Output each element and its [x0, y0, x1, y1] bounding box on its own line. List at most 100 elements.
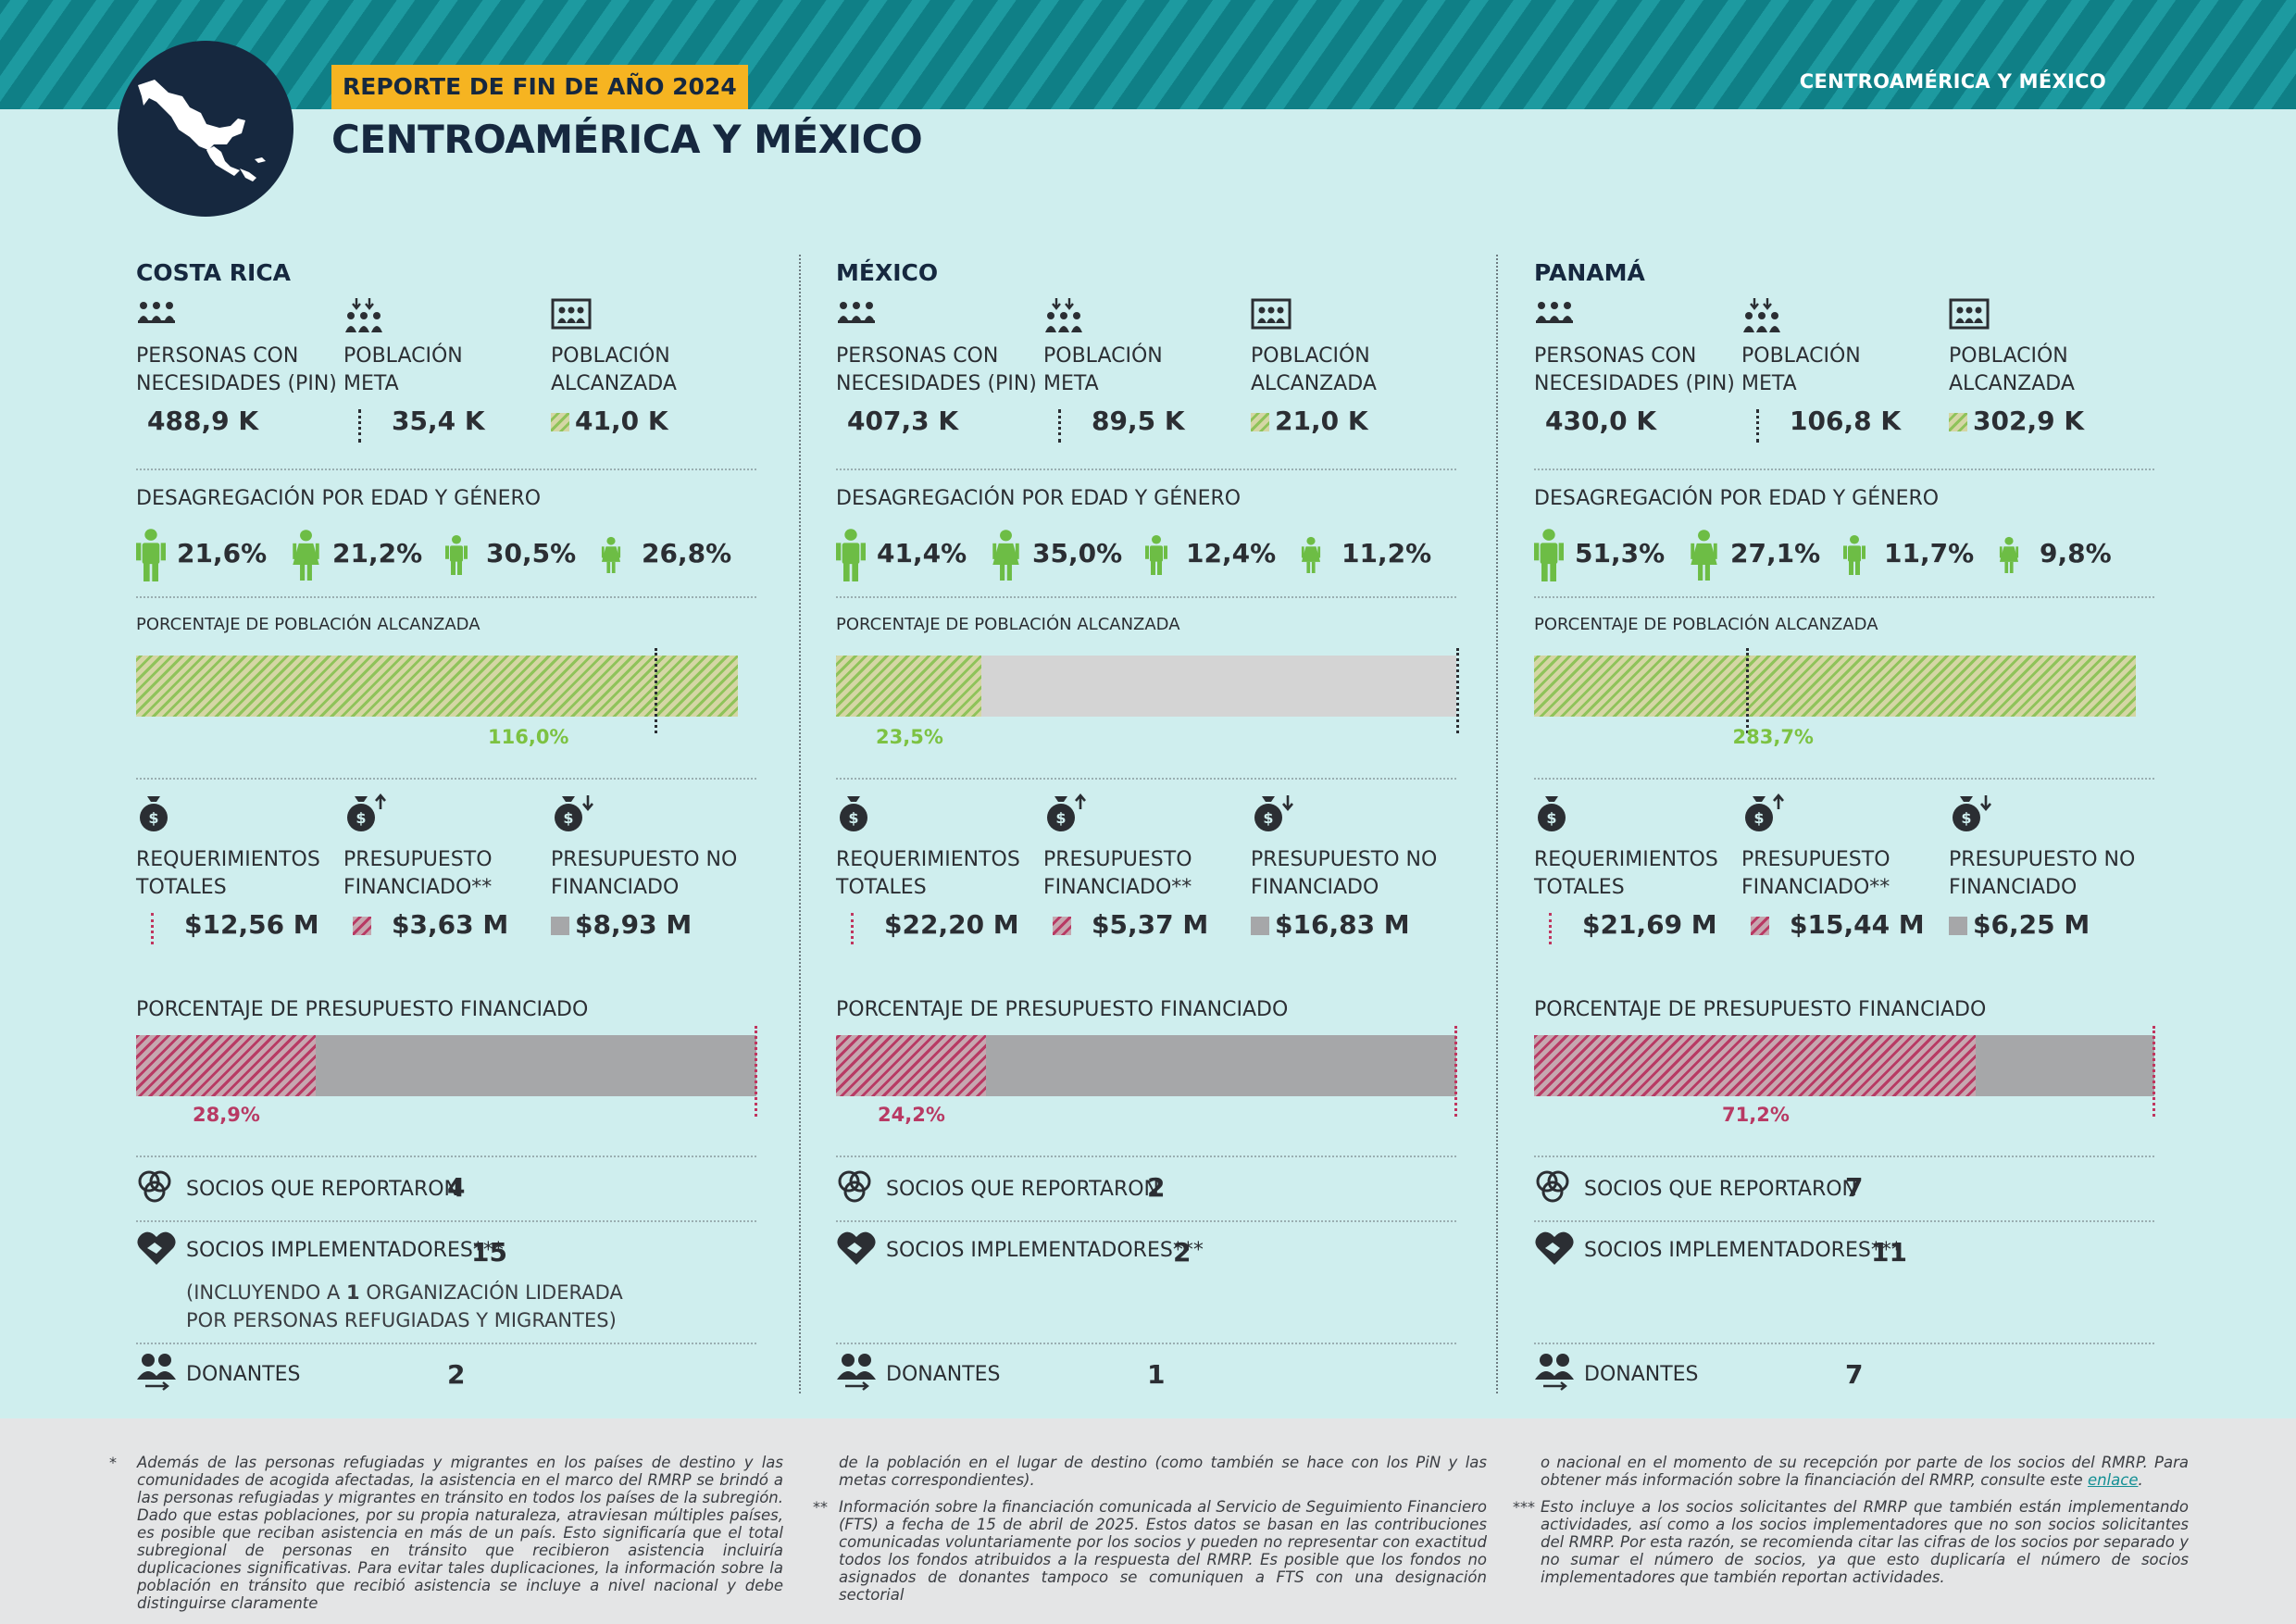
- stat-value: 89,5 K: [1092, 406, 1185, 436]
- demographic-pct: 35,0%: [1032, 538, 1123, 568]
- stat-label: POBLACIÓN ALCANZADA: [1251, 344, 1377, 395]
- reporting-partners-label: SOCIOS QUE REPORTARON: [886, 1178, 1160, 1201]
- stat-label: PERSONAS CON NECESIDADES (PIN): [836, 344, 1037, 395]
- money-bag-icon: $: [136, 793, 181, 837]
- divider: [136, 596, 756, 598]
- stat-block: $ PRESUPUESTO NO FINANCIADO $6,25 M: [1949, 793, 2152, 950]
- svg-text:$: $: [356, 809, 366, 827]
- demographic-pct: 11,2%: [1341, 538, 1432, 568]
- divider: [136, 1156, 756, 1157]
- demographic-pct: 27,1%: [1730, 538, 1821, 568]
- stat-block: PERSONAS CON NECESIDADES (PIN) 407,3 K: [836, 298, 1040, 456]
- people-icon: [836, 298, 877, 330]
- stat-value-wrap: 35,4 K: [343, 406, 547, 443]
- target-line: [1746, 648, 1749, 733]
- stat-label: POBLACIÓN ALCANZADA: [1949, 344, 2075, 395]
- stat-block: POBLACIÓN META 35,4 K: [343, 298, 547, 456]
- budget-pct-label: 71,2%: [1722, 1104, 1790, 1126]
- donors-value: 2: [447, 1359, 466, 1390]
- stat-value: $5,37 M: [1092, 909, 1209, 940]
- demographic-pct: 12,4%: [1186, 538, 1277, 568]
- requirement-marker: [151, 913, 154, 944]
- reached-population-icon: [1251, 298, 1292, 333]
- unfunded-budget-icon: $: [1949, 793, 1993, 837]
- stat-block: $ PRESUPUESTO FINANCIADO** $3,63 M: [343, 793, 547, 950]
- donors-value: 7: [1845, 1359, 1864, 1390]
- male-icon: [136, 528, 166, 585]
- female-icon: [1999, 536, 2019, 577]
- target-population-icon: [1043, 298, 1084, 339]
- unfunded-marker: [1949, 917, 1967, 935]
- column-divider: [799, 255, 801, 1393]
- header-region-label: CENTROAMÉRICA Y MÉXICO: [1799, 70, 2106, 93]
- unfunded-budget-icon: $: [1251, 793, 1295, 837]
- stat-label: PRESUPUESTO FINANCIADO**: [1741, 848, 1890, 899]
- stat-value: 488,9 K: [147, 406, 259, 436]
- population-bar-fill: [136, 656, 738, 717]
- page-title: CENTROAMÉRICA Y MÉXICO: [331, 117, 923, 162]
- budget-bar-fill: [1534, 1035, 1976, 1096]
- donors-value: 1: [1147, 1359, 1166, 1390]
- section-title: DESAGREGACIÓN POR EDAD Y GÉNERO: [136, 487, 542, 510]
- divider: [1534, 778, 2154, 780]
- money-bag-icon: $: [1534, 793, 1578, 837]
- stat-label: POBLACIÓN ALCANZADA: [551, 344, 677, 395]
- section-title: PORCENTAJE DE PRESUPUESTO FINANCIADO: [136, 998, 589, 1021]
- stat-label: PRESUPUESTO NO FINANCIADO: [1949, 848, 2136, 899]
- demographic-pct: 30,5%: [486, 538, 577, 568]
- stat-label: PRESUPUESTO NO FINANCIADO: [1251, 848, 1438, 899]
- divider: [1534, 468, 2154, 470]
- stat-label: PRESUPUESTO FINANCIADO**: [343, 848, 493, 899]
- divider: [836, 1220, 1456, 1222]
- divider: [1534, 1343, 2154, 1344]
- funded-marker: [1751, 917, 1769, 935]
- target-population-icon: [1741, 298, 1782, 339]
- requirement-line: [2152, 1026, 2155, 1117]
- stat-value-wrap: 106,8 K: [1741, 406, 1945, 443]
- reporting-partners-icon: [136, 1168, 173, 1209]
- implementing-partners-value: 11: [1871, 1237, 1907, 1268]
- female-icon: [992, 529, 1020, 584]
- footnote-2-cont: o nacional en el momento de su recepción…: [1541, 1454, 2189, 1489]
- reached-population-icon: [1949, 298, 1990, 333]
- stat-block: PERSONAS CON NECESIDADES (PIN) 488,9 K: [136, 298, 340, 456]
- requirement-marker: [851, 913, 854, 944]
- handshake-icon: [836, 1230, 877, 1270]
- funded-budget-icon: $: [1043, 793, 1088, 837]
- stat-label: PRESUPUESTO FINANCIADO**: [1043, 848, 1192, 899]
- population-bar: [1534, 656, 2136, 717]
- stat-value: $15,44 M: [1790, 909, 1925, 940]
- stat-label: PRESUPUESTO NO FINANCIADO: [551, 848, 738, 899]
- target-line: [1456, 648, 1459, 733]
- demographic-pct: 51,3%: [1575, 538, 1666, 568]
- funded-marker: [1053, 917, 1071, 935]
- people-icon: [1534, 298, 1575, 330]
- stat-label: PERSONAS CON NECESIDADES (PIN): [136, 344, 337, 395]
- stat-value-wrap: 407,3 K: [836, 406, 1040, 443]
- country-column: COSTA RICA PERSONAS CON NECESIDADES (PIN) 4…: [136, 250, 757, 1393]
- section-title: PORCENTAJE DE POBLACIÓN ALCANZADA: [836, 615, 1180, 634]
- budget-bar: [136, 1035, 756, 1096]
- male-icon: [1145, 534, 1167, 579]
- stat-value-wrap: $21,69 M: [1534, 909, 1738, 946]
- implementing-partners-note: (INCLUYENDO A 1 ORGANIZACIÓN LIDERADA: [186, 1281, 623, 1304]
- stat-value: $8,93 M: [575, 909, 693, 940]
- target-marker: [1058, 409, 1061, 443]
- female-icon: [1690, 529, 1718, 584]
- stat-label: POBLACIÓN META: [1043, 344, 1163, 395]
- stat-block: POBLACIÓN META 89,5 K: [1043, 298, 1247, 456]
- stat-value-wrap: $8,93 M: [551, 909, 755, 946]
- funding-link[interactable]: enlace: [2087, 1471, 2139, 1489]
- stat-value-wrap: 302,9 K: [1949, 406, 2152, 443]
- budget-bar: [1534, 1035, 2154, 1096]
- stat-block: PERSONAS CON NECESIDADES (PIN) 430,0 K: [1534, 298, 1738, 456]
- stat-block: $ REQUERIMIENTOS TOTALES $21,69 M: [1534, 793, 1738, 950]
- stat-block: $ PRESUPUESTO FINANCIADO** $15,44 M: [1741, 793, 1945, 950]
- target-population-icon: [343, 298, 384, 339]
- report-badge: REPORTE DE FIN DE AÑO 2024: [331, 65, 748, 109]
- unfunded-marker: [1251, 917, 1269, 935]
- stat-block: $ REQUERIMIENTOS TOTALES $22,20 M: [836, 793, 1040, 950]
- stat-value-wrap: 21,0 K: [1251, 406, 1454, 443]
- population-bar: [136, 656, 738, 717]
- requirement-line: [1454, 1026, 1457, 1117]
